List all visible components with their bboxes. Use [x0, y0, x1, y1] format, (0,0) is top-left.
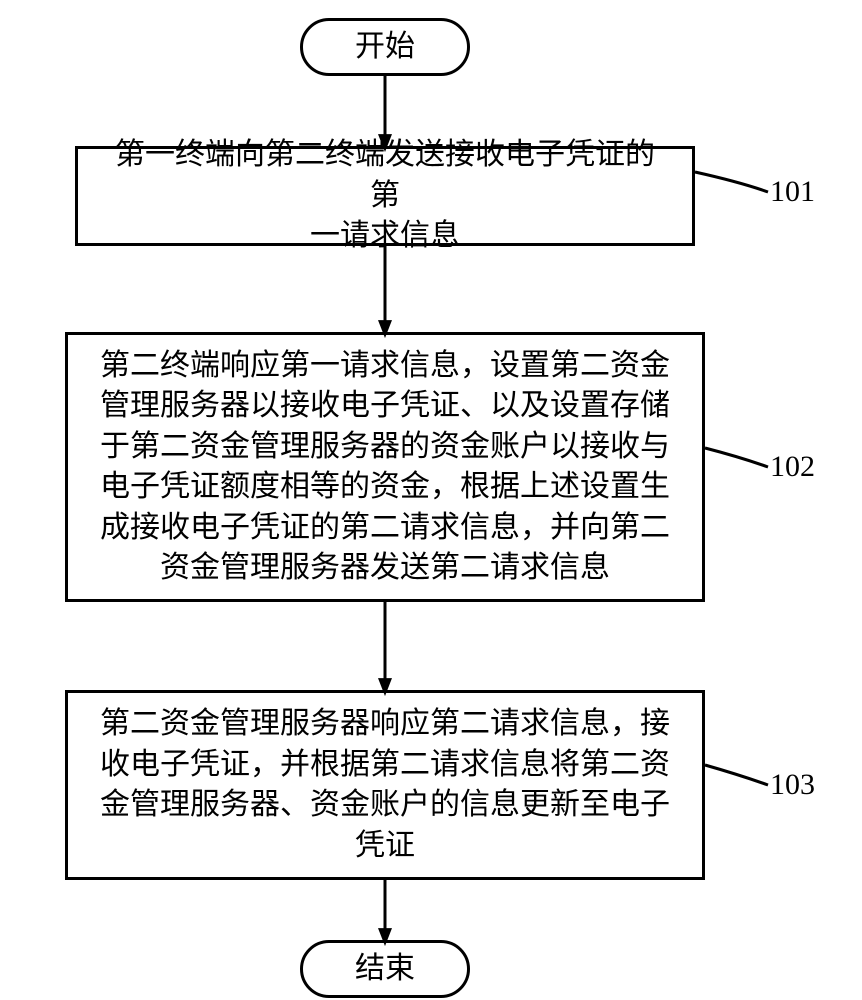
connector-layer — [0, 0, 862, 1000]
flowchart-canvas: 开始 结束 第一终端向第二终端发送接收电子凭证的第 一请求信息 第二终端响应第一… — [0, 0, 862, 1000]
